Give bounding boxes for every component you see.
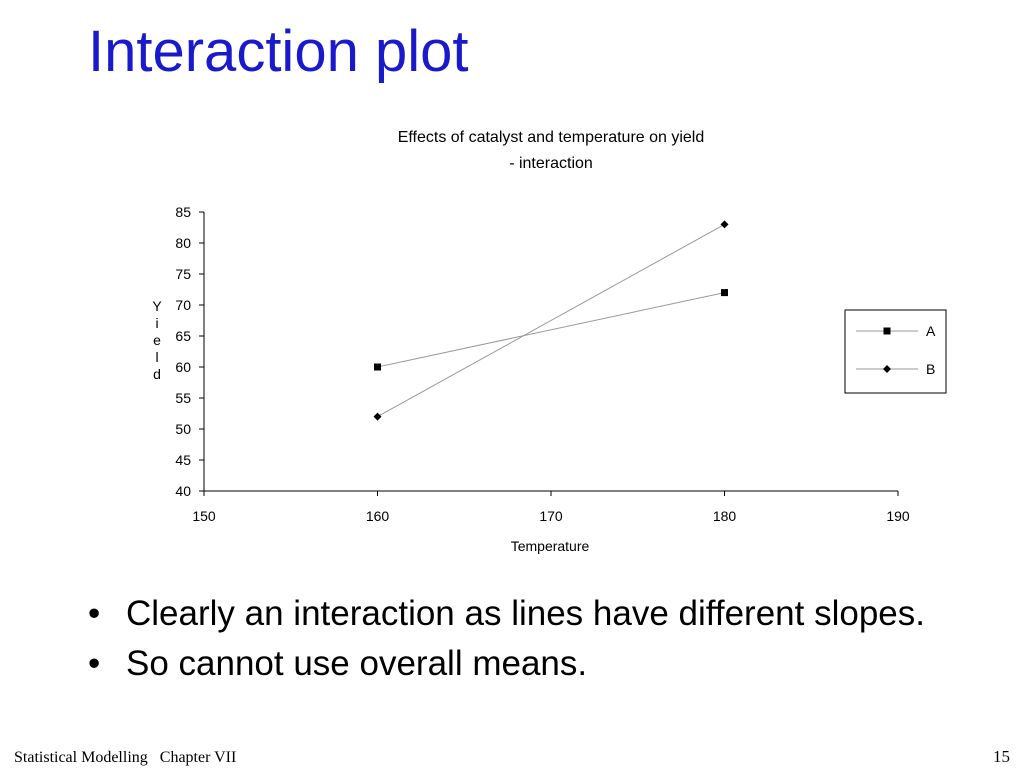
chart-series-lines [377, 223, 725, 418]
y-tick-label: 80 [175, 235, 191, 251]
series-line-B [377, 223, 725, 418]
page-number: 15 [993, 747, 1010, 766]
x-tick-label: 150 [192, 508, 216, 524]
y-tick-label: 65 [175, 328, 191, 344]
chart-markers [373, 220, 729, 421]
x-axis-label: Temperature [511, 538, 590, 554]
legend-marker-A [883, 327, 891, 335]
y-tick-label: 40 [175, 483, 191, 499]
chart-title-line: - interaction [509, 155, 593, 172]
y-label-letter: e [153, 332, 161, 348]
data-point-B [373, 412, 382, 421]
chart-axes [203, 212, 898, 492]
series-line-A [377, 292, 725, 368]
legend-box [844, 309, 947, 394]
bullet-item: • So cannot use overall means. [88, 642, 988, 686]
y-tick-label: 75 [175, 266, 191, 282]
x-tick-label: 170 [539, 508, 563, 524]
bullet-item: • Clearly an interaction as lines have di… [88, 592, 988, 636]
y-label-letter: l [155, 349, 158, 365]
legend-label-A: A [926, 323, 936, 339]
y-label-letter: d [153, 366, 161, 382]
bullet-text: So cannot use overall means. [126, 644, 588, 683]
chart-legend: AB [844, 309, 947, 394]
bullet-dot: • [88, 644, 101, 683]
chart-title-line: Effects of catalyst and temperature on y… [398, 129, 705, 146]
bullet-list: • Clearly an interaction as lines have di… [88, 592, 988, 692]
y-tick-label: 85 [175, 204, 191, 220]
y-tick-label: 60 [175, 359, 191, 375]
data-point-B [720, 220, 729, 229]
x-tick-label: 180 [713, 508, 737, 524]
interaction-chart: Effects of catalyst and temperature on y… [152, 129, 947, 554]
y-label-letter: Y [152, 298, 162, 314]
y-tick-label: 70 [175, 297, 191, 313]
chart-title: Effects of catalyst and temperature on y… [398, 129, 705, 172]
y-tick-label: 50 [175, 421, 191, 437]
footer-text: Statistical Modelling Chapter VII [14, 749, 237, 766]
x-tick-label: 160 [366, 508, 390, 524]
bullet-text: Clearly an interaction as lines have dif… [126, 594, 925, 633]
y-tick-label: 55 [175, 390, 191, 406]
data-point-A [721, 289, 728, 297]
chart-ticks: 40 45 50 55 60 65 70 75 80 85 150 160 170 180 190 [175, 204, 909, 524]
y-label-letter: i [155, 315, 158, 331]
x-tick-label: 190 [886, 508, 910, 524]
bullet-dot: • [88, 594, 101, 633]
slide-title: Interaction plot [88, 19, 469, 84]
legend-marker-B [883, 365, 891, 373]
data-point-A [374, 363, 381, 371]
y-tick-label: 45 [175, 452, 191, 468]
legend-label-B: B [926, 361, 935, 377]
